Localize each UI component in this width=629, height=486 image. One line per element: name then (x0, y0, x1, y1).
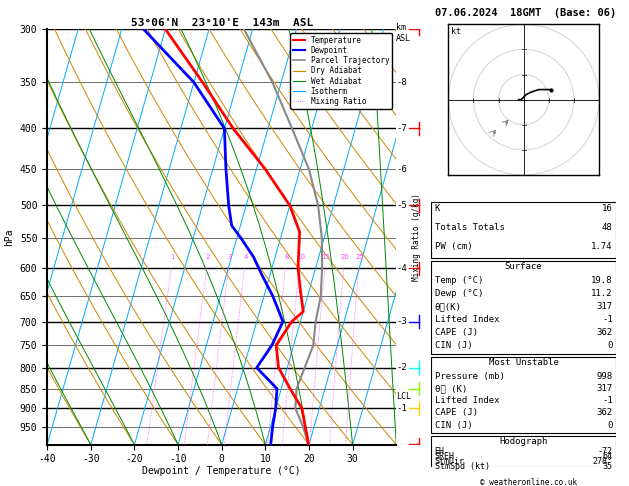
Text: 16: 16 (602, 205, 613, 213)
Text: K: K (435, 205, 440, 213)
Text: 317: 317 (596, 384, 613, 393)
Text: -72: -72 (598, 447, 613, 456)
Bar (431, 435, 616, 467)
Text: SREH: SREH (435, 452, 455, 461)
Bar (431, 357, 616, 433)
Text: Lifted Index: Lifted Index (435, 397, 499, 405)
Text: -6: -6 (396, 165, 407, 174)
Text: kt: kt (451, 27, 461, 36)
Text: 19.8: 19.8 (591, 276, 613, 285)
Text: 2: 2 (206, 254, 210, 260)
Text: Surface: Surface (505, 262, 542, 271)
Legend: Temperature, Dewpoint, Parcel Trajectory, Dry Adiabat, Wet Adiabat, Isotherm, Mi: Temperature, Dewpoint, Parcel Trajectory… (290, 33, 392, 109)
Text: Temp (°C): Temp (°C) (435, 276, 483, 285)
Text: -5: -5 (396, 201, 407, 210)
Text: StmSpd (kt): StmSpd (kt) (435, 462, 489, 470)
Text: 1: 1 (170, 254, 175, 260)
Bar (431, 202, 616, 258)
Text: 362: 362 (596, 409, 613, 417)
Text: 998: 998 (596, 372, 613, 381)
Text: -8: -8 (396, 78, 407, 87)
Text: 15: 15 (321, 254, 330, 260)
Text: -3: -3 (396, 317, 407, 326)
Text: CAPE (J): CAPE (J) (435, 328, 477, 337)
Text: -2: -2 (396, 363, 407, 372)
Text: θᴇ (K): θᴇ (K) (435, 384, 467, 393)
Text: Hodograph: Hodograph (499, 437, 548, 446)
Text: 8: 8 (284, 254, 289, 260)
Text: 64: 64 (603, 452, 613, 461)
Text: 20: 20 (340, 254, 349, 260)
Text: Most Unstable: Most Unstable (489, 358, 559, 367)
Text: 0: 0 (608, 420, 613, 430)
Bar (431, 261, 616, 354)
Text: 35: 35 (603, 462, 613, 470)
Text: -1: -1 (602, 315, 613, 324)
Text: -1: -1 (602, 397, 613, 405)
Text: 1.74: 1.74 (591, 242, 613, 251)
Text: PW (cm): PW (cm) (435, 242, 472, 251)
Text: LCL: LCL (396, 392, 411, 401)
Text: Pressure (mb): Pressure (mb) (435, 372, 504, 381)
Text: EH: EH (435, 447, 445, 456)
Text: 317: 317 (596, 302, 613, 311)
Text: -1: -1 (396, 404, 407, 413)
Text: 07.06.2024  18GMT  (Base: 06): 07.06.2024 18GMT (Base: 06) (435, 8, 616, 18)
Title: 53°06'N  23°10'E  143m  ASL: 53°06'N 23°10'E 143m ASL (131, 18, 313, 28)
Text: CAPE (J): CAPE (J) (435, 409, 477, 417)
Text: -7: -7 (396, 124, 407, 133)
Text: 362: 362 (596, 328, 613, 337)
Text: -4: -4 (396, 264, 407, 273)
Text: θᴇ(K): θᴇ(K) (435, 302, 462, 311)
Text: 278°: 278° (593, 457, 613, 466)
Text: StmDir: StmDir (435, 457, 465, 466)
X-axis label: Dewpoint / Temperature (°C): Dewpoint / Temperature (°C) (142, 466, 301, 476)
Text: Dewp (°C): Dewp (°C) (435, 289, 483, 298)
Text: Lifted Index: Lifted Index (435, 315, 499, 324)
Text: 10: 10 (296, 254, 304, 260)
Text: 11.2: 11.2 (591, 289, 613, 298)
Y-axis label: hPa: hPa (4, 228, 14, 246)
Text: © weatheronline.co.uk: © weatheronline.co.uk (480, 478, 577, 486)
Text: Totals Totals: Totals Totals (435, 223, 504, 232)
Text: CIN (J): CIN (J) (435, 341, 472, 350)
Text: Mixing Ratio (g/kg): Mixing Ratio (g/kg) (412, 193, 421, 281)
Text: km
ASL: km ASL (396, 23, 411, 43)
Text: 25: 25 (355, 254, 364, 260)
Text: 4: 4 (244, 254, 248, 260)
Text: 3: 3 (228, 254, 232, 260)
Text: 48: 48 (602, 223, 613, 232)
Text: 0: 0 (608, 341, 613, 350)
Text: CIN (J): CIN (J) (435, 420, 472, 430)
